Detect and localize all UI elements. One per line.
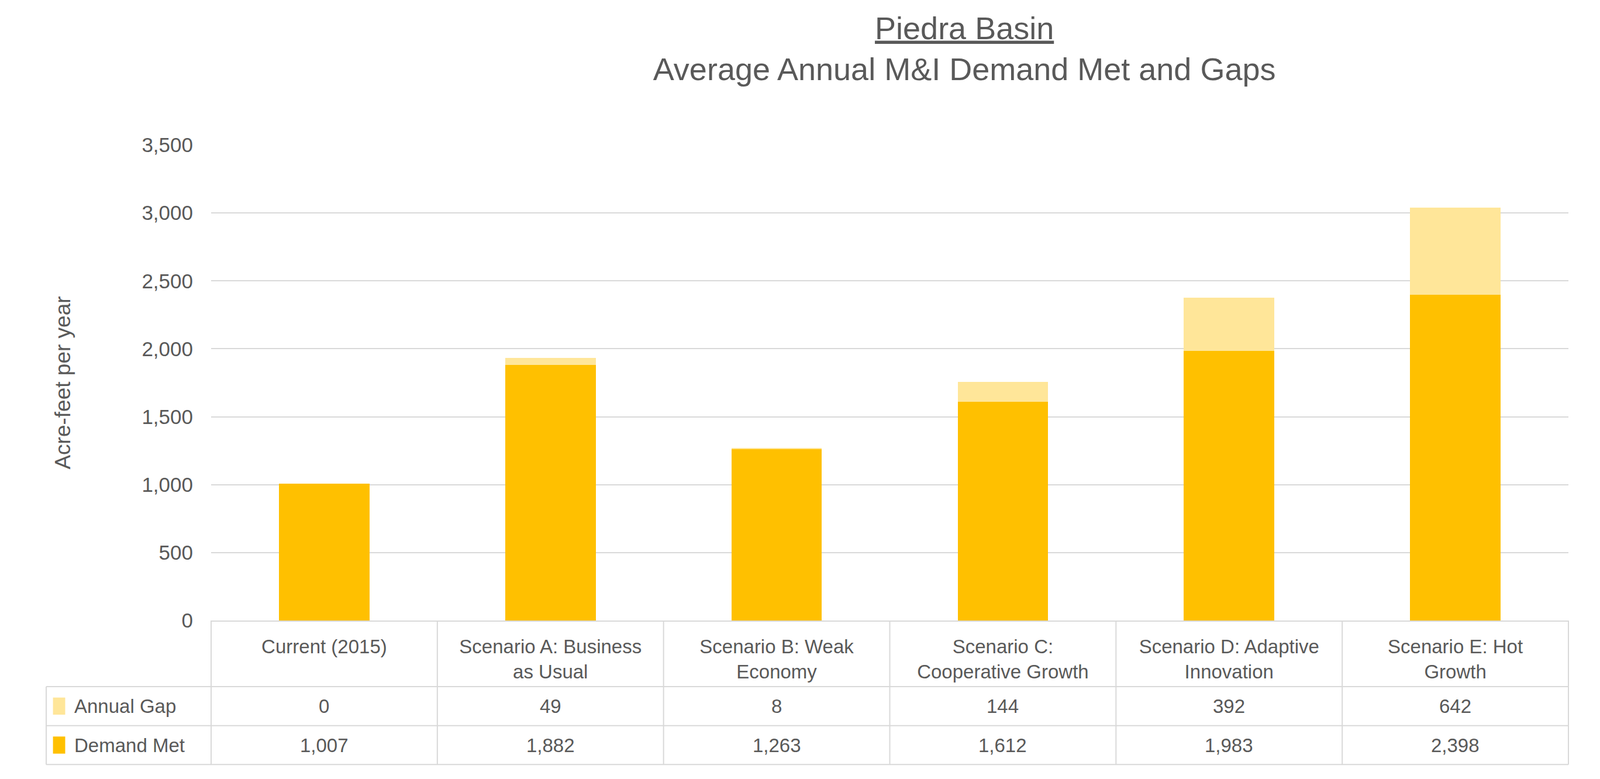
svg-text:1,983: 1,983 xyxy=(1204,734,1254,757)
svg-text:Scenario A: Businessas Usual: Scenario A: Businessas Usual xyxy=(459,635,642,683)
svg-text:392: 392 xyxy=(1212,695,1246,717)
svg-text:Scenario B: WeakEconomy: Scenario B: WeakEconomy xyxy=(699,635,854,683)
svg-text:8: 8 xyxy=(771,695,782,717)
svg-text:Scenario C:Cooperative Growth: Scenario C:Cooperative Growth xyxy=(916,635,1089,683)
svg-text:3,500: 3,500 xyxy=(141,133,193,157)
svg-text:2,398: 2,398 xyxy=(1430,734,1480,757)
svg-text:Scenario D: AdaptiveInnovation: Scenario D: AdaptiveInnovation xyxy=(1139,635,1320,683)
svg-text:1,500: 1,500 xyxy=(141,405,193,429)
svg-text:2,000: 2,000 xyxy=(141,337,193,361)
svg-text:Scenario E: HotGrowth: Scenario E: HotGrowth xyxy=(1387,635,1523,683)
svg-text:Demand Met: Demand Met xyxy=(74,734,185,757)
svg-text:2,500: 2,500 xyxy=(141,269,193,293)
svg-text:0: 0 xyxy=(318,695,330,717)
svg-text:1,007: 1,007 xyxy=(300,734,349,757)
svg-text:Acre-feet per year: Acre-feet per year xyxy=(50,295,75,470)
svg-text:500: 500 xyxy=(159,540,193,564)
svg-text:1,000: 1,000 xyxy=(141,473,193,496)
svg-text:49: 49 xyxy=(539,695,562,717)
svg-text:1,263: 1,263 xyxy=(752,734,802,757)
svg-text:Annual Gap: Annual Gap xyxy=(74,695,177,717)
svg-text:642: 642 xyxy=(1439,695,1472,717)
svg-text:0: 0 xyxy=(181,608,193,632)
svg-text:1,612: 1,612 xyxy=(978,734,1027,757)
svg-text:Piedra BasinAverage Annual M&I: Piedra BasinAverage Annual M&I Demand Me… xyxy=(653,10,1277,87)
svg-text:1,882: 1,882 xyxy=(526,734,575,757)
svg-text:3,000: 3,000 xyxy=(141,201,193,224)
svg-text:Current (2015): Current (2015) xyxy=(261,635,388,658)
svg-text:144: 144 xyxy=(986,695,1019,717)
